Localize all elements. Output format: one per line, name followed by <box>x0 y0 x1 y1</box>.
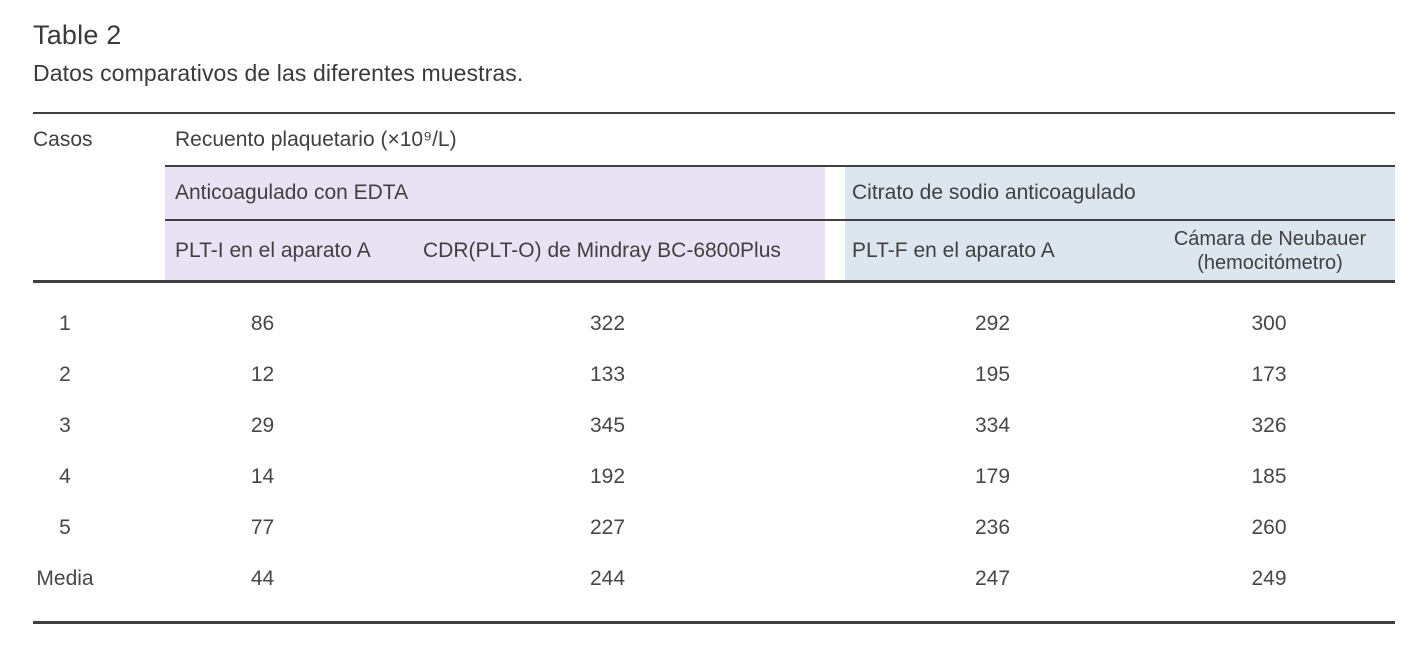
subheader-camara: Cámara de Neubauer (hemocitómetro) <box>1155 227 1385 275</box>
table-row: 1 86 322 292 300 <box>20 298 1396 349</box>
cell-plt-i: 29 <box>250 413 275 437</box>
cell-plt-i: 12 <box>250 362 275 386</box>
cell-camara: 300 <box>1251 311 1287 335</box>
cell-plt-f: 247 <box>974 566 1011 590</box>
cell-caso: 4 <box>59 464 71 488</box>
table-label: Table 2 <box>33 20 122 50</box>
group-edta: Anticoagulado con EDTA <box>165 167 825 219</box>
cell-caso: 5 <box>59 515 71 539</box>
header-row: Casos Recuento plaquetario (×10⁹/L) <box>0 114 1416 165</box>
cell-cdr: 227 <box>589 515 626 539</box>
cell-plt-f: 195 <box>974 362 1011 386</box>
subheaders-edta: PLT-I en el aparato A CDR(PLT-O) de Mind… <box>165 221 825 280</box>
group-edta-label: Anticoagulado con EDTA <box>175 181 409 204</box>
table-body: 1 86 322 292 300 2 12 133 195 173 3 29 3… <box>20 283 1396 604</box>
column-header-casos: Casos <box>33 127 93 151</box>
cell-cdr: 192 <box>589 464 626 488</box>
table-row: 3 29 345 334 326 <box>20 400 1396 451</box>
cell-plt-f: 179 <box>974 464 1011 488</box>
cell-cdr: 133 <box>589 362 626 386</box>
cell-plt-f: 334 <box>974 413 1011 437</box>
subheader-camara-line2: (hemocitómetro) <box>1197 251 1343 274</box>
cell-cdr: 244 <box>589 566 626 590</box>
cell-plt-i: 86 <box>250 311 275 335</box>
column-header-recuento: Recuento plaquetario (×10⁹/L) <box>175 127 457 151</box>
cell-plt-f: 292 <box>974 311 1011 335</box>
subheader-cdr: CDR(PLT-O) de Mindray BC-6800Plus <box>423 238 781 262</box>
rule-bottom <box>33 621 1395 624</box>
subheader-band: PLT-I en el aparato A CDR(PLT-O) de Mind… <box>0 221 1416 280</box>
group-header-band: Anticoagulado con EDTA Citrato de sodio … <box>0 167 1416 219</box>
rule-mid <box>165 219 1395 221</box>
rule-top <box>33 112 1395 114</box>
group-citrato: Citrato de sodio anticoagulado <box>845 167 1395 219</box>
cell-cdr: 345 <box>589 413 626 437</box>
cell-plt-f: 236 <box>974 515 1011 539</box>
cell-cdr: 322 <box>589 311 626 335</box>
cell-plt-i: 44 <box>250 566 275 590</box>
cell-camara: 173 <box>1251 362 1287 386</box>
cell-camara: 249 <box>1251 566 1287 590</box>
subheader-camara-line1: Cámara de Neubauer <box>1173 227 1367 250</box>
subheader-plt-f: PLT-F en el aparato A <box>852 238 1055 262</box>
cell-caso: Media <box>36 566 94 590</box>
cell-caso: 2 <box>59 362 71 386</box>
rule-thick <box>33 280 1395 283</box>
cell-camara: 326 <box>1251 413 1287 437</box>
table-row-media: Media 44 244 247 249 <box>20 553 1396 604</box>
cell-camara: 185 <box>1251 464 1287 488</box>
subheaders-citrato: PLT-F en el aparato A Cámara de Neubauer… <box>845 221 1395 280</box>
subheader-plt-i: PLT-I en el aparato A <box>175 238 371 262</box>
cell-caso: 1 <box>59 311 71 335</box>
table-row: 2 12 133 195 173 <box>20 349 1396 400</box>
cell-plt-i: 14 <box>250 464 275 488</box>
cell-plt-i: 77 <box>250 515 275 539</box>
group-citrato-label: Citrato de sodio anticoagulado <box>852 181 1136 204</box>
table-row: 4 14 192 179 185 <box>20 451 1396 502</box>
table-row: 5 77 227 236 260 <box>20 502 1396 553</box>
table-title: Datos comparativos de las diferentes mue… <box>33 60 524 86</box>
rule-under-recuento <box>165 165 1395 167</box>
cell-caso: 3 <box>59 413 71 437</box>
cell-camara: 260 <box>1251 515 1287 539</box>
